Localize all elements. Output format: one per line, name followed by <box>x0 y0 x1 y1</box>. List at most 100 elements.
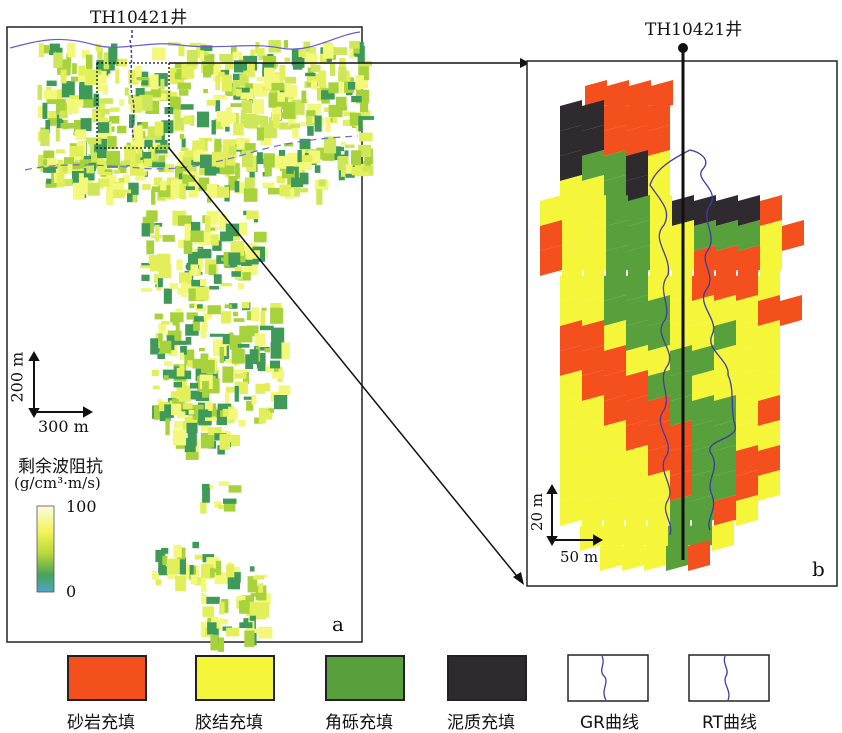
impedance-cell <box>184 282 198 293</box>
impedance-cell <box>307 73 320 83</box>
impedance-cell <box>56 89 63 107</box>
impedance-cell <box>181 138 186 148</box>
impedance-cell <box>171 403 181 416</box>
connector-arrow-top <box>520 58 530 68</box>
impedance-cell <box>231 349 245 364</box>
impedance-cell <box>349 40 360 49</box>
impedance-cell <box>252 99 265 115</box>
impedance-cell <box>153 177 163 186</box>
impedance-cell <box>63 164 74 173</box>
impedance-cell <box>289 123 300 128</box>
facies-cell <box>604 420 626 451</box>
impedance-cell <box>218 481 230 486</box>
impedance-cell <box>245 83 254 91</box>
scale-vertical-a: 200 m <box>7 351 27 403</box>
impedance-cell <box>228 252 241 265</box>
impedance-cell <box>213 94 227 100</box>
facies-cell <box>648 150 670 181</box>
impedance-cell <box>268 187 281 195</box>
impedance-cell <box>226 386 235 393</box>
facies-cell <box>758 295 780 326</box>
impedance-cell <box>270 360 280 369</box>
impedance-cell <box>143 151 152 163</box>
impedance-cell <box>130 168 144 176</box>
facies-cell <box>628 195 650 226</box>
impedance-cell <box>177 288 184 295</box>
facies-cell <box>758 445 780 476</box>
impedance-cell <box>158 264 172 279</box>
impedance-cell <box>127 189 137 203</box>
facies-cell <box>560 270 582 301</box>
impedance-cell <box>240 88 254 100</box>
impedance-cell <box>172 340 187 345</box>
colorbar <box>36 505 55 593</box>
facies-cell <box>582 125 604 156</box>
facies-cell <box>670 445 692 476</box>
impedance-cell <box>221 599 229 613</box>
impedance-cell <box>291 48 303 66</box>
impedance-cell <box>139 94 153 111</box>
impedance-cell <box>283 102 296 119</box>
impedance-cell <box>321 90 335 100</box>
impedance-cell <box>233 318 245 322</box>
impedance-cell <box>314 115 322 132</box>
impedance-cell <box>361 110 371 121</box>
impedance-cell <box>141 223 151 237</box>
impedance-cell <box>236 88 242 97</box>
impedance-cell <box>222 366 234 383</box>
impedance-cell <box>47 118 57 126</box>
impedance-cell <box>160 133 165 141</box>
impedance-cell <box>353 44 360 54</box>
impedance-cell <box>173 421 182 429</box>
facies-cell <box>714 320 736 351</box>
impedance-cell <box>227 572 241 583</box>
facies-cell <box>758 395 780 426</box>
impedance-cell <box>213 118 224 129</box>
impedance-cell <box>53 52 63 68</box>
impedance-cell <box>238 283 245 289</box>
impedance-cell <box>214 138 222 155</box>
facies-cell <box>604 470 626 501</box>
impedance-cell <box>56 149 65 154</box>
impedance-cell <box>201 359 215 374</box>
impedance-cell <box>178 152 187 169</box>
impedance-cell <box>192 140 206 150</box>
impedance-cell <box>164 107 174 115</box>
impedance-cell <box>188 410 195 415</box>
impedance-cell <box>135 65 142 83</box>
impedance-cell <box>256 127 264 141</box>
impedance-cell <box>362 167 369 172</box>
legend-label-rt: RT曲线 <box>702 713 757 733</box>
facies-cell <box>584 245 606 276</box>
impedance-cell <box>285 76 297 84</box>
impedance-cell <box>49 50 56 56</box>
impedance-cell <box>264 383 271 392</box>
impedance-cell <box>146 240 155 255</box>
impedance-cell <box>78 69 86 82</box>
impedance-cell <box>55 126 60 142</box>
facies-cell <box>760 195 782 226</box>
impedance-cell <box>163 375 169 381</box>
impedance-cell <box>239 600 250 614</box>
impedance-cell <box>233 123 244 136</box>
impedance-cell <box>195 286 209 301</box>
impedance-cell <box>187 390 200 397</box>
impedance-cell <box>275 155 290 169</box>
impedance-cell <box>151 162 166 168</box>
impedance-cell <box>200 621 207 638</box>
impedance-cell <box>129 153 136 169</box>
facies-cell <box>648 345 670 376</box>
impedance-cell <box>70 76 79 82</box>
impedance-cell <box>146 210 158 222</box>
legend-label-cemented: 胶结充填 <box>195 713 263 733</box>
impedance-cell <box>141 274 150 281</box>
facies-cell <box>692 445 714 476</box>
impedance-cell <box>247 576 257 593</box>
impedance-cell <box>175 323 180 331</box>
impedance-cell <box>43 150 55 158</box>
impedance-cell <box>262 182 275 188</box>
facies-cell <box>714 345 736 376</box>
facies-cell <box>604 495 626 526</box>
panel-a-frame <box>6 26 363 643</box>
impedance-cell <box>186 50 198 66</box>
